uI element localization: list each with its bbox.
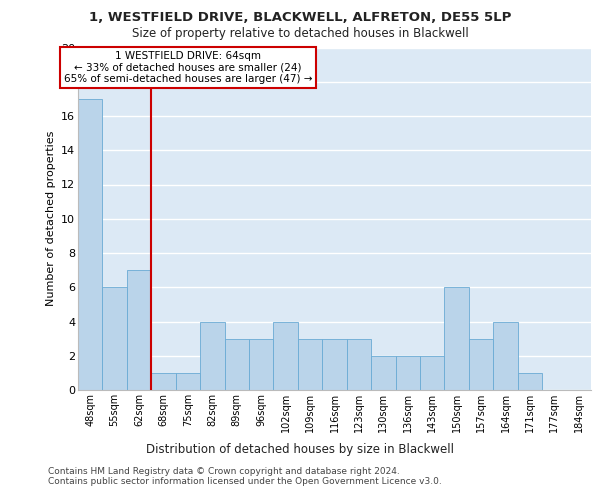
Bar	[78, 99, 103, 390]
Bar	[445, 287, 469, 390]
Bar	[469, 338, 493, 390]
Bar	[518, 373, 542, 390]
Bar	[151, 373, 176, 390]
Bar	[371, 356, 395, 390]
Bar	[103, 287, 127, 390]
Bar	[322, 338, 347, 390]
Bar	[420, 356, 445, 390]
Bar	[347, 338, 371, 390]
Bar	[127, 270, 151, 390]
Bar	[298, 338, 322, 390]
Bar	[249, 338, 274, 390]
Text: Size of property relative to detached houses in Blackwell: Size of property relative to detached ho…	[131, 28, 469, 40]
Text: Contains HM Land Registry data © Crown copyright and database right 2024.: Contains HM Land Registry data © Crown c…	[48, 467, 400, 476]
Y-axis label: Number of detached properties: Number of detached properties	[46, 131, 56, 306]
Bar	[493, 322, 518, 390]
Bar	[200, 322, 224, 390]
Text: Contains public sector information licensed under the Open Government Licence v3: Contains public sector information licen…	[48, 477, 442, 486]
Bar	[176, 373, 200, 390]
Bar	[224, 338, 249, 390]
Bar	[274, 322, 298, 390]
Text: Distribution of detached houses by size in Blackwell: Distribution of detached houses by size …	[146, 442, 454, 456]
Text: 1, WESTFIELD DRIVE, BLACKWELL, ALFRETON, DE55 5LP: 1, WESTFIELD DRIVE, BLACKWELL, ALFRETON,…	[89, 11, 511, 24]
Text: 1 WESTFIELD DRIVE: 64sqm
← 33% of detached houses are smaller (24)
65% of semi-d: 1 WESTFIELD DRIVE: 64sqm ← 33% of detach…	[64, 51, 312, 84]
Bar	[395, 356, 420, 390]
